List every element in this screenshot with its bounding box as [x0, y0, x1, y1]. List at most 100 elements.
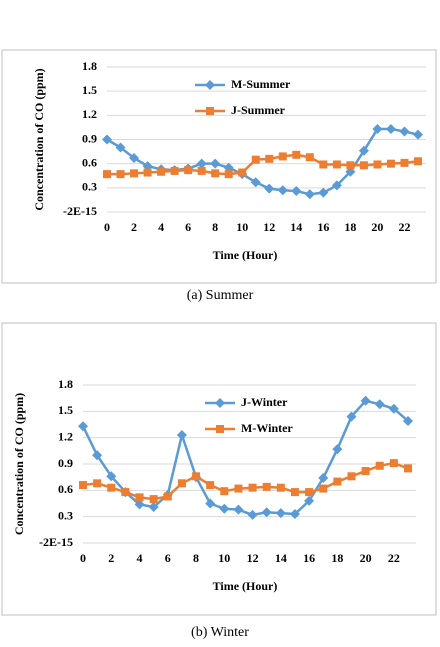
- data-point: [277, 185, 288, 196]
- y-tick-label: -2E-15: [39, 535, 73, 549]
- data-point: [305, 488, 314, 497]
- data-point: [210, 158, 221, 169]
- data-point: [261, 507, 272, 518]
- data-point: [177, 479, 186, 488]
- data-point: [220, 487, 229, 496]
- data-point: [332, 444, 343, 455]
- legend-label: M-Summer: [231, 77, 291, 91]
- x-tick-label: 0: [80, 551, 86, 565]
- x-tick-label: 2: [131, 220, 137, 234]
- x-axis-label: Time (Hour): [213, 579, 278, 593]
- data-point: [278, 152, 287, 161]
- data-point: [331, 180, 342, 191]
- data-point: [192, 472, 201, 481]
- y-axis-label: Concentration of CO (ppm): [12, 393, 26, 535]
- y-tick-label: 0.3: [58, 508, 73, 522]
- data-point: [130, 169, 139, 178]
- data-point: [385, 124, 396, 135]
- data-point: [400, 158, 409, 167]
- data-point: [332, 160, 341, 169]
- data-point: [248, 483, 257, 492]
- series-line: [107, 153, 419, 176]
- data-point: [115, 142, 126, 153]
- data-point: [414, 157, 422, 166]
- series-line: [106, 127, 419, 196]
- data-point: [103, 170, 111, 179]
- data-point: [197, 166, 206, 175]
- data-point: [319, 160, 328, 169]
- data-point: [176, 430, 187, 441]
- data-point: [346, 161, 355, 170]
- data-point: [129, 153, 140, 164]
- y-tick-label: 1.2: [58, 429, 73, 443]
- data-point: [148, 502, 159, 513]
- legend-label: J-Winter: [241, 395, 288, 409]
- data-point: [276, 483, 285, 492]
- data-point: [211, 169, 220, 178]
- x-tick-label: 10: [218, 551, 230, 565]
- data-point: [106, 471, 117, 482]
- y-tick-label: 1.5: [58, 403, 73, 417]
- caption: (b) Winter: [191, 625, 249, 640]
- x-tick-label: 2: [108, 551, 114, 565]
- legend-marker: [206, 107, 214, 115]
- data-point: [319, 484, 328, 493]
- data-point: [251, 155, 260, 164]
- y-tick-label: 1.5: [82, 83, 97, 97]
- data-point: [219, 503, 230, 514]
- y-tick-label: -2E-15: [63, 204, 97, 218]
- data-point: [238, 168, 247, 177]
- data-point: [206, 481, 215, 490]
- data-point: [360, 395, 371, 406]
- x-tick-label: 10: [236, 220, 248, 234]
- data-point: [143, 168, 152, 177]
- data-point: [375, 461, 384, 470]
- data-point: [358, 145, 369, 156]
- data-point: [163, 492, 172, 501]
- data-point: [373, 160, 382, 169]
- data-point: [386, 159, 395, 168]
- x-tick-label: 22: [398, 220, 410, 234]
- data-point: [347, 472, 356, 481]
- data-point: [389, 459, 398, 468]
- data-point: [233, 504, 244, 515]
- data-point: [250, 177, 261, 188]
- x-tick-label: 8: [193, 551, 199, 565]
- y-tick-label: 0.9: [58, 456, 73, 470]
- data-point: [121, 488, 130, 497]
- data-point: [149, 495, 158, 504]
- data-point: [359, 161, 368, 170]
- data-point: [289, 509, 300, 520]
- x-tick-label: 22: [388, 551, 400, 565]
- legend-marker: [205, 80, 215, 90]
- x-tick-label: 14: [275, 551, 287, 565]
- chart-frame: [1, 49, 437, 284]
- data-point: [92, 450, 103, 461]
- data-point: [404, 464, 412, 473]
- data-point: [78, 421, 88, 432]
- data-point: [265, 154, 274, 163]
- data-point: [403, 415, 413, 426]
- data-point: [346, 411, 357, 422]
- data-point: [374, 399, 385, 410]
- data-point: [107, 483, 116, 492]
- data-point: [196, 158, 207, 169]
- caption: (a) Summer: [187, 288, 254, 303]
- data-point: [291, 186, 302, 197]
- data-point: [413, 129, 423, 140]
- data-point: [116, 170, 125, 179]
- data-point: [93, 479, 102, 488]
- y-tick-label: 1.2: [82, 107, 97, 121]
- data-point: [135, 493, 144, 502]
- data-point: [318, 473, 329, 484]
- data-point: [134, 499, 145, 510]
- data-point: [361, 467, 370, 476]
- x-axis-label: Time (Hour): [213, 248, 278, 262]
- x-tick-label: 4: [137, 551, 143, 565]
- y-tick-label: 1.8: [58, 377, 73, 391]
- y-tick-label: 0.9: [82, 131, 97, 145]
- legend-label: J-Summer: [231, 103, 286, 117]
- data-point: [264, 183, 275, 194]
- x-tick-label: 18: [331, 551, 343, 565]
- x-tick-label: 14: [290, 220, 302, 234]
